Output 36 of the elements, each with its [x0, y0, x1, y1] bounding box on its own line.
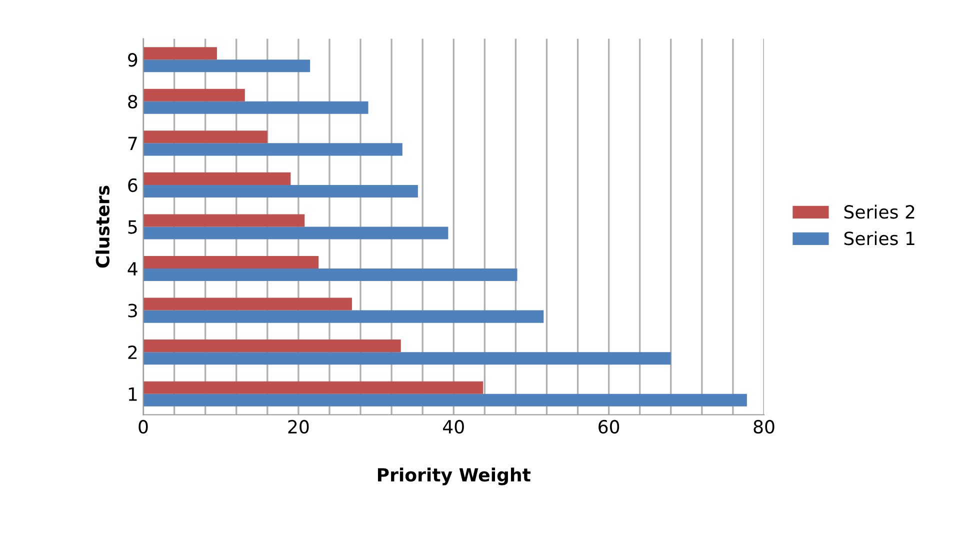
x-tick-label: 40: [443, 420, 464, 434]
bar: [143, 214, 305, 227]
bar: [143, 60, 310, 72]
bar: [143, 47, 217, 60]
bar: [143, 340, 401, 352]
bar: [143, 101, 368, 114]
bar: [143, 184, 418, 198]
y-tick-label: 1: [128, 388, 137, 401]
bar: [143, 298, 352, 310]
x-axis-title: Priority Weight: [378, 468, 531, 486]
bar: [143, 143, 402, 156]
y-axis-title: Clusters: [96, 186, 110, 268]
bar: [143, 352, 671, 365]
bar: [143, 256, 319, 269]
y-tick-label: 7: [128, 136, 137, 150]
bar: [143, 130, 268, 144]
y-tick-label: 5: [128, 220, 137, 234]
y-tick-label: 2: [128, 346, 137, 359]
y-tick-label: 4: [128, 262, 138, 276]
legend-label: Series 2: [844, 204, 914, 219]
bar: [143, 226, 448, 240]
x-tick-label: 60: [598, 420, 620, 434]
x-tick-label: 0: [138, 420, 148, 434]
bar: [143, 394, 747, 406]
bar: [143, 268, 518, 282]
bar: [143, 310, 544, 323]
y-tick-label: 9: [128, 53, 138, 67]
bar: [143, 381, 484, 394]
y-tick-label: 3: [128, 304, 137, 318]
x-tick-label: 20: [288, 420, 309, 434]
x-tick-label: 80: [754, 420, 774, 434]
y-tick-label: 6: [128, 178, 138, 192]
y-tick-label: 8: [128, 94, 138, 108]
legend-label: Series 1: [844, 231, 914, 246]
bar: [143, 172, 291, 185]
bar: [143, 88, 245, 102]
